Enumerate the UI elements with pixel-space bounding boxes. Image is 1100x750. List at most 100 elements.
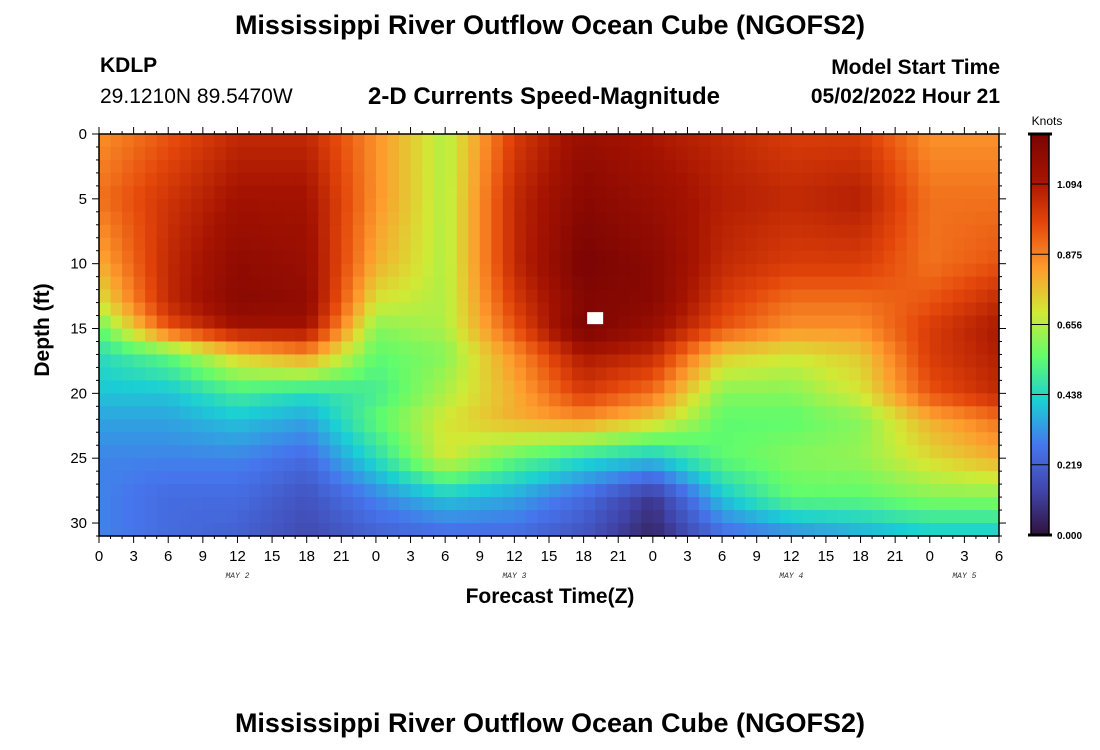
heatmap-cell bbox=[341, 276, 354, 291]
heatmap-cell bbox=[318, 211, 331, 226]
heatmap-cell bbox=[237, 263, 250, 278]
heatmap-cell bbox=[133, 471, 146, 485]
heatmap-cell bbox=[860, 198, 873, 213]
heatmap-cell bbox=[825, 134, 839, 148]
heatmap-cell bbox=[572, 237, 585, 252]
heatmap-cell bbox=[618, 393, 631, 407]
heatmap-cell bbox=[479, 172, 492, 187]
heatmap-cell bbox=[433, 432, 446, 446]
heatmap-cell bbox=[860, 134, 873, 148]
heatmap-cell bbox=[941, 497, 954, 511]
heatmap-cell bbox=[514, 445, 527, 459]
heatmap-cell bbox=[364, 159, 377, 174]
heatmap-cell bbox=[883, 211, 896, 226]
heatmap-cell bbox=[375, 328, 389, 343]
heatmap-cell bbox=[849, 224, 862, 239]
heatmap-cell bbox=[618, 341, 631, 356]
heatmap-cell bbox=[918, 510, 931, 524]
heatmap-cell bbox=[168, 471, 181, 485]
heatmap-cell bbox=[860, 432, 873, 446]
heatmap-cell bbox=[837, 471, 850, 485]
heatmap-cell bbox=[929, 380, 942, 394]
heatmap-cell bbox=[768, 250, 781, 265]
heatmap-cell bbox=[133, 380, 146, 394]
heatmap-cell bbox=[514, 367, 527, 381]
heatmap-cell bbox=[387, 289, 400, 304]
heatmap-cell bbox=[168, 146, 181, 161]
heatmap-cell bbox=[883, 341, 896, 356]
heatmap-cell bbox=[318, 354, 331, 369]
heatmap-cell bbox=[329, 198, 342, 213]
heatmap-cell bbox=[202, 354, 215, 369]
heatmap-cell bbox=[618, 134, 631, 148]
heatmap-cell bbox=[606, 263, 619, 278]
heatmap-cell bbox=[560, 510, 573, 524]
heatmap-cell bbox=[214, 445, 227, 459]
heatmap-cell bbox=[664, 419, 677, 433]
heatmap-cell bbox=[641, 445, 654, 459]
heatmap-cell bbox=[860, 237, 873, 252]
heatmap-cell bbox=[768, 471, 781, 485]
heatmap-cell bbox=[283, 523, 296, 537]
x-tick-label: 12 bbox=[506, 548, 523, 565]
heatmap-cell bbox=[99, 146, 112, 161]
heatmap-cell bbox=[699, 354, 712, 369]
heatmap-cell bbox=[99, 354, 112, 369]
heatmap-cell bbox=[110, 484, 123, 498]
heatmap-cell bbox=[410, 328, 423, 343]
x-tick-label: 0 bbox=[926, 548, 934, 565]
heatmap-cell bbox=[514, 146, 527, 161]
heatmap-cell bbox=[306, 328, 319, 343]
heatmap-cell bbox=[722, 380, 735, 394]
heatmap-cell bbox=[825, 393, 839, 407]
heatmap-cell bbox=[710, 276, 723, 291]
heatmap-cell bbox=[941, 211, 954, 226]
heatmap-cell bbox=[202, 211, 215, 226]
colorbar-tick-label: 0.438 bbox=[1057, 390, 1082, 401]
heatmap-cell bbox=[802, 341, 815, 356]
heatmap-cell bbox=[537, 393, 550, 407]
heatmap-cell bbox=[352, 224, 365, 239]
heatmap-cell bbox=[445, 172, 458, 187]
heatmap-cell bbox=[156, 198, 169, 213]
heatmap-cell bbox=[225, 263, 239, 278]
heatmap-cell bbox=[237, 445, 250, 459]
heatmap-cell bbox=[606, 471, 619, 485]
heatmap-cell bbox=[895, 484, 908, 498]
heatmap-cell bbox=[491, 523, 504, 537]
heatmap-cell bbox=[145, 237, 158, 252]
heatmap-cell bbox=[952, 406, 965, 420]
heatmap-cell bbox=[387, 237, 400, 252]
heatmap-cell bbox=[456, 458, 469, 472]
heatmap-cell bbox=[295, 432, 308, 446]
heatmap-cell bbox=[952, 393, 965, 407]
heatmap-cell bbox=[699, 159, 712, 174]
heatmap-cell bbox=[456, 159, 469, 174]
heatmap-cell bbox=[341, 315, 354, 330]
heatmap-cell bbox=[445, 237, 458, 252]
heatmap-cell bbox=[641, 419, 654, 433]
heatmap-cell bbox=[341, 211, 354, 226]
heatmap-cell bbox=[918, 484, 931, 498]
heatmap-cell bbox=[872, 289, 885, 304]
heatmap-cell bbox=[710, 497, 723, 511]
heatmap-cell bbox=[733, 497, 746, 511]
heatmap-cell bbox=[699, 276, 712, 291]
heatmap-cell bbox=[479, 250, 492, 265]
heatmap-cell bbox=[387, 224, 400, 239]
x-tick-label: 3 bbox=[960, 548, 968, 565]
heatmap-cell bbox=[952, 172, 965, 187]
heatmap-cell bbox=[872, 458, 885, 472]
heatmap-cell bbox=[572, 510, 585, 524]
heatmap-cell bbox=[422, 185, 435, 200]
heatmap-cell bbox=[560, 497, 573, 511]
heatmap-cell bbox=[941, 146, 954, 161]
heatmap-cell bbox=[872, 354, 885, 369]
heatmap-cell bbox=[468, 393, 481, 407]
heatmap-cell bbox=[237, 159, 250, 174]
heatmap-cell bbox=[733, 302, 746, 317]
heatmap-cell bbox=[445, 211, 458, 226]
heatmap-cell bbox=[595, 328, 608, 343]
heatmap-cell bbox=[756, 134, 769, 148]
heatmap-cell bbox=[629, 146, 642, 161]
